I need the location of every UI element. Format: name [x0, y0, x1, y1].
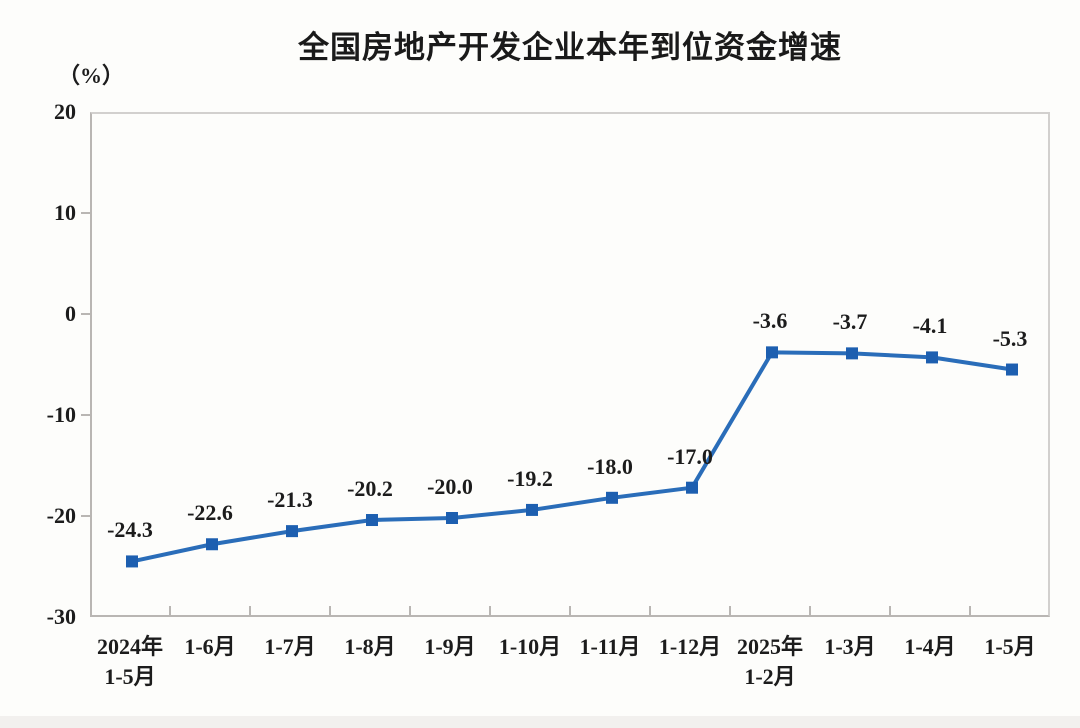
x-axis-tick-mark: [969, 606, 971, 615]
x-axis-category-label: 1-7月: [228, 632, 352, 662]
x-axis-category-label-line: 1-10月: [498, 634, 562, 659]
x-axis-tick-mark: [729, 606, 731, 615]
data-point-marker: [606, 491, 618, 504]
y-axis-unit-label: （%）: [58, 63, 125, 88]
x-axis-category-label-line: 2025年: [736, 634, 803, 659]
data-point-label: -24.3: [107, 517, 153, 543]
y-axis-tick-mark: [81, 212, 90, 214]
x-axis-tick-mark: [889, 606, 891, 615]
y-axis-tick-label: -10: [46, 402, 76, 427]
y-axis-tick-label: 20: [54, 99, 76, 124]
data-point-marker: [526, 503, 538, 516]
bottom-strip: [0, 716, 1080, 728]
series-line: [130, 350, 1014, 564]
data-point-marker: [766, 346, 778, 359]
x-axis-category-label-line: 1-7月: [264, 634, 316, 659]
x-axis-tick-mark: [249, 606, 251, 615]
data-point-marker: [846, 347, 858, 360]
x-axis-category-label: 1-5月: [948, 632, 1072, 662]
x-axis-category-label: 1-12月: [628, 632, 752, 662]
data-point-marker: [686, 481, 698, 494]
y-axis-tick-mark: [81, 313, 90, 315]
x-axis-tick-mark: [569, 606, 571, 615]
x-axis-category-label-line: 1-4月: [904, 634, 956, 659]
data-point-label: -17.0: [667, 443, 713, 469]
x-axis-category-label-line: 1-2月: [744, 664, 796, 689]
x-axis-category-label: 1-3月: [788, 632, 912, 662]
x-axis-category-label-line: 1-11月: [579, 634, 641, 659]
x-axis-category-label: 2024年 1-5月: [68, 632, 192, 692]
x-axis-tick-mark: [169, 606, 171, 615]
x-axis-category-label-line: 1-5月: [104, 664, 156, 689]
chart-title: 全国房地产开发企业本年到位资金增速: [298, 30, 842, 65]
line-series: [126, 346, 1018, 568]
y-axis-tick-mark: [81, 414, 90, 416]
x-axis-category-label: 1-6月: [148, 632, 272, 662]
data-point-label: -18.0: [587, 453, 633, 479]
y-axis-tick-label: -30: [46, 604, 76, 629]
x-axis-category-label-line: 1-3月: [824, 634, 876, 659]
y-axis-tick-label: 0: [65, 301, 76, 326]
x-axis-category-label-line: 1-8月: [344, 634, 396, 659]
x-axis-tick-mark: [649, 606, 651, 615]
x-axis-category-label: 2025年 1-2月: [708, 632, 832, 692]
x-axis-category-label-line: 2024年: [96, 634, 163, 659]
x-axis-tick-mark: [409, 606, 411, 615]
x-axis-category-label: 1-8月: [308, 632, 432, 662]
data-point-marker: [926, 351, 938, 364]
plot-area: [90, 112, 1050, 617]
x-axis-tick-mark: [809, 606, 811, 615]
x-axis-category-label: 1-9月: [388, 632, 512, 662]
x-axis-category-label: 1-10月: [468, 632, 592, 662]
y-axis-tick-label: 10: [54, 200, 76, 225]
data-point-marker: [286, 525, 298, 538]
x-axis-category-label-line: 1-9月: [424, 634, 476, 659]
x-axis-category-label-line: 1-5月: [984, 634, 1036, 659]
data-point-label: -5.3: [992, 325, 1028, 351]
data-point-label: -3.6: [752, 308, 788, 334]
x-axis-tick-mark: [489, 606, 491, 615]
data-point-label: -19.2: [507, 465, 553, 491]
data-point-label: -3.7: [832, 309, 868, 335]
data-point-marker: [206, 538, 218, 551]
data-point-label: -20.2: [347, 476, 393, 502]
data-point-label: -20.0: [427, 474, 473, 499]
y-axis-tick-label: -20: [46, 503, 76, 528]
data-point-marker: [1006, 363, 1018, 376]
x-axis-category-label: 1-4月: [868, 632, 992, 662]
x-axis-tick-mark: [329, 606, 331, 615]
x-axis-category-label-line: 1-6月: [184, 634, 236, 659]
y-axis-tick-mark: [81, 515, 90, 517]
data-point-marker: [446, 512, 458, 524]
data-point-marker: [366, 514, 378, 527]
data-point-label: -21.3: [267, 487, 313, 513]
data-point-label: -4.1: [912, 313, 948, 339]
x-axis-category-label-line: 1-12月: [658, 634, 722, 659]
data-point-label: -22.6: [187, 500, 233, 526]
x-axis-category-label: 1-11月: [548, 632, 672, 662]
data-point-marker: [126, 555, 138, 568]
